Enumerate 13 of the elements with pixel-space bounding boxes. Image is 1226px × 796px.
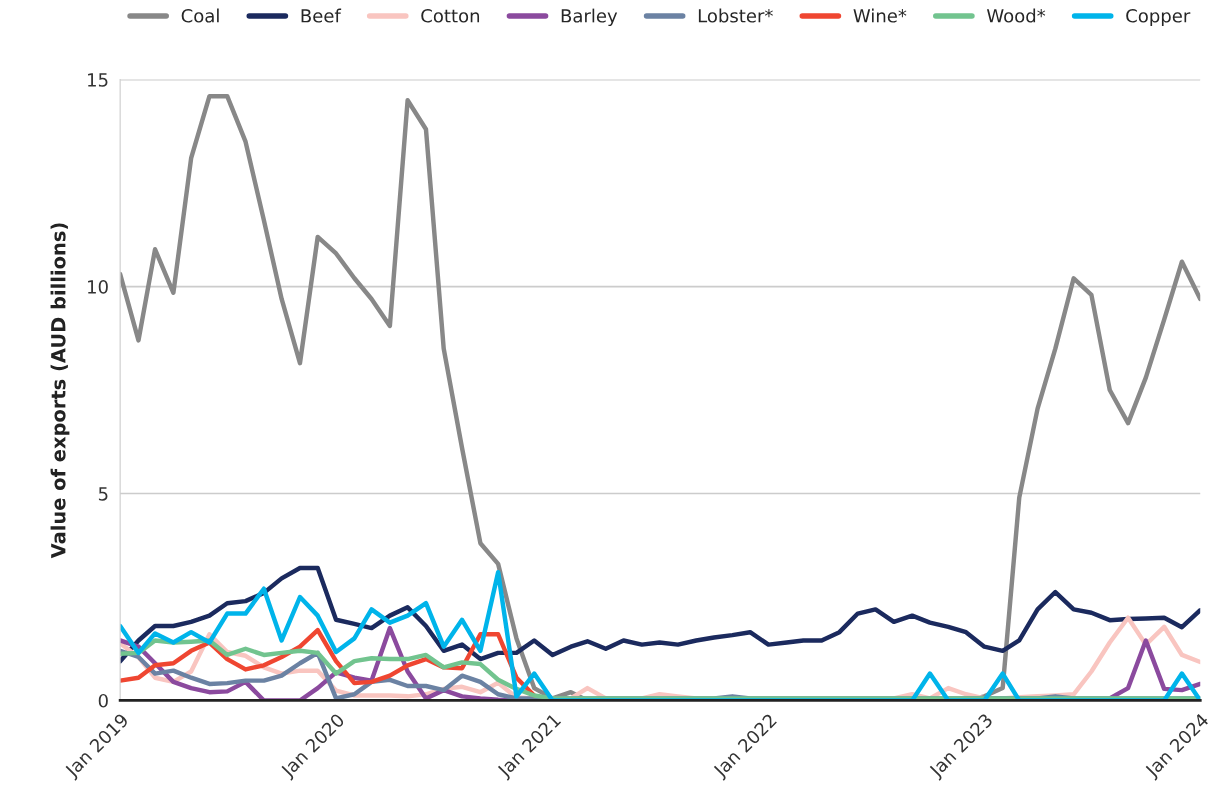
y-axis-title: Value of exports (AUD billions) xyxy=(50,223,70,559)
y-tick-label: 10 xyxy=(88,280,108,294)
legend-label: Wood* xyxy=(986,8,1046,23)
legend-label: Coal xyxy=(181,8,219,23)
y-tick-label: 5 xyxy=(98,487,108,501)
y-tick-label: 15 xyxy=(88,73,108,87)
y-tick-label: 0 xyxy=(98,693,108,708)
legend-label: Barley xyxy=(561,8,618,27)
legend-label: Beef xyxy=(301,8,342,23)
legend-label: Wine* xyxy=(853,8,907,23)
legend-label: Copper xyxy=(1126,8,1191,27)
legend-label: Cotton xyxy=(421,8,480,23)
legend-label: Lobster* xyxy=(698,8,773,23)
